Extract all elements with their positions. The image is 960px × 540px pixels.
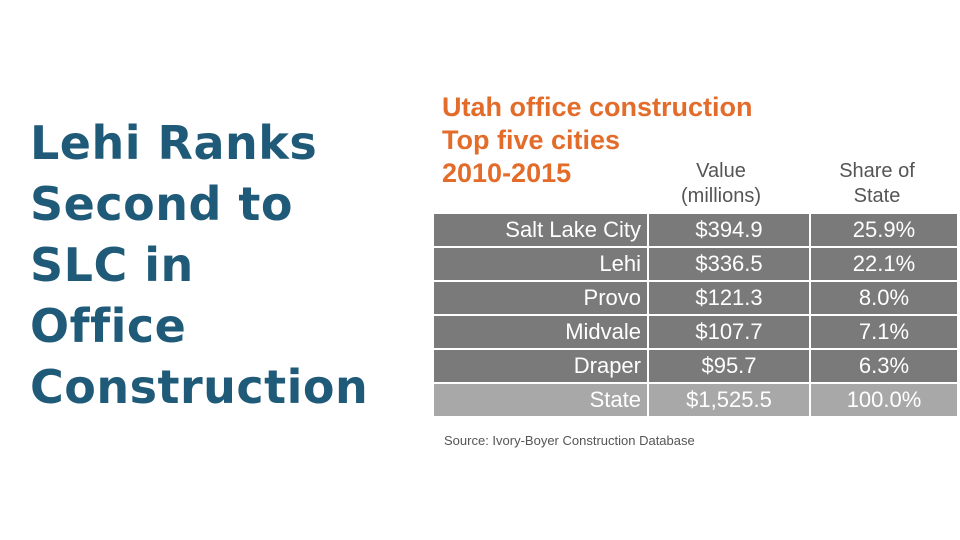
slide-title: Lehi Ranks Second to SLC in Office Const… xyxy=(30,113,410,418)
slide-title-line: Construction xyxy=(30,360,369,414)
share-column-header: Share of State xyxy=(803,159,951,209)
slide-title-line: Lehi Ranks xyxy=(30,116,318,170)
value-cell: $336.5 xyxy=(647,246,811,282)
value-header-line: Value xyxy=(696,160,746,182)
total-value-cell: $1,525.5 xyxy=(647,382,811,418)
share-header-line: State xyxy=(853,185,901,207)
value-cell: $107.7 xyxy=(647,314,811,350)
total-row: State $1,525.5 100.0% xyxy=(432,382,959,418)
construction-table: Salt Lake City $394.9 25.9% Lehi $336.5 … xyxy=(432,212,959,418)
table-title-line: Utah office construction xyxy=(442,92,753,122)
city-cell: Provo xyxy=(432,280,649,316)
city-cell: Midvale xyxy=(432,314,649,350)
city-cell: Draper xyxy=(432,348,649,384)
total-share-cell: 100.0% xyxy=(809,382,959,418)
value-column-header: Value (millions) xyxy=(640,159,802,209)
value-cell: $121.3 xyxy=(647,280,811,316)
value-header-line: (millions) xyxy=(681,185,761,207)
total-label-cell: State xyxy=(432,382,649,418)
share-cell: 25.9% xyxy=(809,212,959,248)
share-cell: 7.1% xyxy=(809,314,959,350)
table-title-line: Top five cities xyxy=(442,125,621,155)
slide-title-line: Office xyxy=(30,299,187,353)
city-cell: Salt Lake City xyxy=(432,212,649,248)
city-cell: Lehi xyxy=(432,246,649,282)
table-row: Midvale $107.7 7.1% xyxy=(432,314,959,350)
table-title-line: 2010-2015 xyxy=(442,158,572,188)
table-row: Draper $95.7 6.3% xyxy=(432,348,959,384)
table-row: Salt Lake City $394.9 25.9% xyxy=(432,212,959,248)
table-row: Lehi $336.5 22.1% xyxy=(432,246,959,282)
share-cell: 22.1% xyxy=(809,246,959,282)
table-row: Provo $121.3 8.0% xyxy=(432,280,959,316)
value-cell: $394.9 xyxy=(647,212,811,248)
source-note: Source: Ivory-Boyer Construction Databas… xyxy=(444,433,695,448)
share-cell: 8.0% xyxy=(809,280,959,316)
share-header-line: Share of xyxy=(839,160,915,182)
table-title: Utah office construction Top five cities… xyxy=(442,91,753,190)
slide-title-line: SLC in xyxy=(30,238,194,292)
slide-title-line: Second to xyxy=(30,177,293,231)
value-cell: $95.7 xyxy=(647,348,811,384)
share-cell: 6.3% xyxy=(809,348,959,384)
